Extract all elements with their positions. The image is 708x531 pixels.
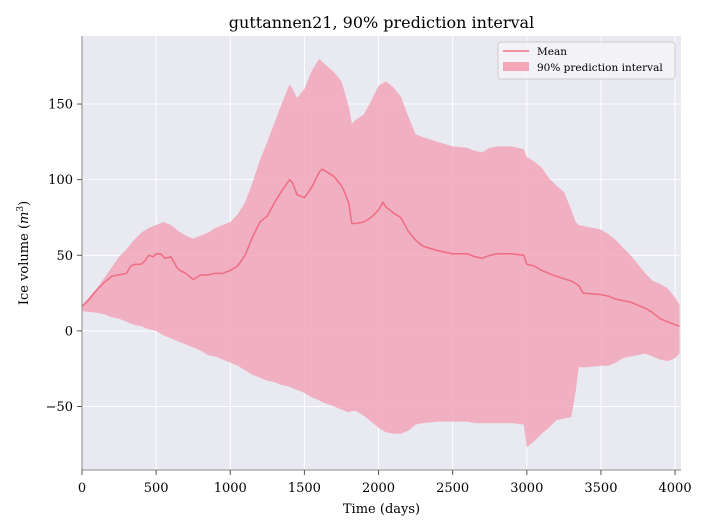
y-axis-ticks: −50 0 50 100 150 (46, 98, 82, 415)
x-tick-label: 500 (144, 481, 169, 496)
y-axis-label: Ice volume (m3) (16, 201, 32, 305)
y-axis-label-var: m (17, 212, 32, 224)
x-tick-label: 1500 (288, 481, 321, 496)
x-tick-label: 3000 (510, 481, 543, 496)
legend-label-mean: Mean (537, 46, 567, 58)
legend-swatch-interval (503, 62, 529, 71)
x-tick-label: 0 (78, 481, 86, 496)
x-tick-label: 4000 (659, 481, 692, 496)
chart-title: guttannen21, 90% prediction interval (229, 13, 534, 32)
x-tick-label: 1000 (214, 481, 247, 496)
x-tick-label: 2000 (362, 481, 395, 496)
legend-label-interval: 90% prediction interval (537, 62, 663, 74)
x-axis-label: Time (days) (343, 502, 420, 517)
x-axis-ticks: 0 500 1000 1500 2000 2500 3000 3500 4000 (78, 470, 692, 496)
y-axis-label-suffix: ) (17, 201, 32, 206)
x-tick-label: 2500 (436, 481, 469, 496)
legend: Mean 90% prediction interval (497, 41, 676, 80)
y-tick-label: 100 (48, 173, 73, 188)
mean-line (81, 168, 680, 328)
y-tick-label: 150 (48, 98, 73, 113)
y-axis-label-prefix: Ice volume ( (17, 224, 32, 305)
y-tick-label: −50 (46, 400, 73, 415)
x-tick-label: 3500 (584, 481, 617, 496)
y-tick-label: 50 (56, 249, 73, 264)
y-tick-label: 0 (65, 324, 73, 339)
prediction-interval-band (82, 58, 680, 448)
legend-box (497, 41, 676, 80)
y-axis-label-exp: 3 (16, 206, 26, 212)
axis-spines (81, 36, 681, 471)
